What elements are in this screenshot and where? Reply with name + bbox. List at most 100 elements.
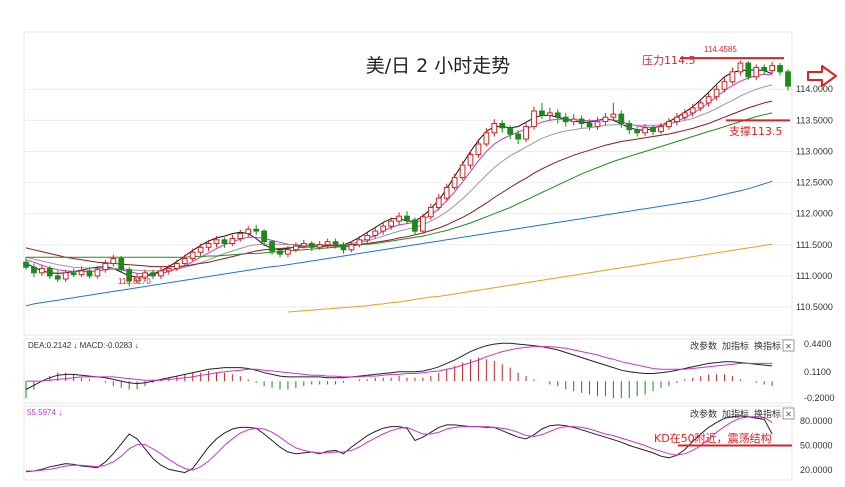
- candle-body: [785, 71, 791, 87]
- candle-body: [459, 164, 466, 179]
- candle: [753, 64, 760, 80]
- candle-body: [673, 116, 680, 123]
- moving-average-line: [25, 84, 773, 272]
- candle: [483, 127, 490, 147]
- candle: [292, 242, 299, 253]
- kd-close-button[interactable]: ✕: [782, 407, 795, 420]
- kd-tick-label: 20.0000: [800, 465, 833, 475]
- candle-body: [570, 118, 577, 123]
- candle-body: [586, 122, 593, 128]
- candle: [705, 92, 712, 107]
- candle: [491, 119, 498, 137]
- candle: [785, 69, 791, 91]
- kd-switch-indicator-button[interactable]: 换指标: [754, 408, 781, 420]
- candle-body: [396, 215, 402, 222]
- low-price-label: 110.8270: [118, 277, 151, 286]
- macd-dea-line: [26, 346, 773, 382]
- candle-body: [86, 270, 93, 277]
- candle: [46, 265, 53, 280]
- candle: [396, 212, 402, 225]
- kd-k-line: [25, 415, 773, 474]
- candle: [602, 112, 609, 126]
- candle: [388, 217, 395, 230]
- candle: [681, 109, 688, 121]
- price-tick-label: 113.0000: [796, 146, 833, 156]
- candle: [658, 122, 664, 135]
- candle: [269, 239, 275, 255]
- candle-body: [110, 257, 117, 264]
- macd-tick-label: 0.4400: [804, 339, 832, 349]
- candle-body: [142, 272, 148, 278]
- close-icon: ✕: [785, 342, 792, 351]
- candle: [277, 247, 283, 258]
- kd-add-indicator-button[interactable]: 加指标: [722, 408, 749, 420]
- candle-body: [261, 230, 268, 243]
- high-price-label: 114.4585: [704, 45, 737, 54]
- candle: [689, 104, 696, 117]
- candle-body: [554, 112, 561, 118]
- candle-body: [356, 239, 363, 246]
- macd-panel-frame: [23, 338, 793, 404]
- candle: [23, 257, 29, 270]
- candle-body: [158, 270, 164, 277]
- candle: [539, 102, 545, 120]
- candle-body: [292, 245, 299, 251]
- candle-body: [634, 129, 641, 134]
- candle-body: [102, 262, 109, 271]
- candle-body: [197, 246, 204, 253]
- candle-body: [642, 127, 649, 134]
- candle-body: [753, 66, 760, 78]
- kd-params-button[interactable]: 改参数: [690, 408, 717, 420]
- candle-body: [70, 272, 77, 276]
- candle: [499, 120, 506, 133]
- kd-axis-ticks: 80.0000 50.0000 20.0000: [800, 416, 833, 475]
- candle-body: [332, 241, 339, 246]
- candle: [419, 213, 426, 234]
- candle-body: [285, 249, 291, 255]
- macd-tick-label: -0.2000: [804, 393, 835, 403]
- candle: [245, 226, 252, 238]
- candle: [713, 85, 720, 101]
- macd-params-button[interactable]: 改参数: [690, 340, 717, 352]
- moving-average-line: [25, 100, 773, 268]
- candle-body: [54, 275, 61, 280]
- candle: [158, 267, 164, 280]
- candle: [364, 232, 371, 244]
- price-tick-label: 112.0000: [796, 209, 833, 219]
- support-label: 支撑113.5: [729, 124, 783, 138]
- candle: [570, 114, 577, 126]
- candle: [642, 124, 649, 136]
- candle-body: [427, 206, 434, 218]
- right-arrow-outline-icon: [807, 65, 837, 87]
- candle: [285, 246, 291, 258]
- candle-body: [658, 126, 664, 133]
- candle-body: [237, 233, 244, 240]
- macd-close-button[interactable]: ✕: [782, 339, 795, 352]
- macd-tick-label: 0.1100: [804, 367, 831, 377]
- candle: [531, 106, 537, 130]
- candle: [165, 264, 172, 275]
- macd-add-indicator-button[interactable]: 加指标: [722, 340, 749, 352]
- candle: [459, 161, 466, 181]
- candle: [777, 63, 783, 76]
- candle: [737, 60, 744, 76]
- candle: [515, 130, 522, 144]
- candle: [745, 61, 752, 80]
- candle-body: [316, 244, 323, 248]
- candle: [673, 112, 680, 126]
- candle-body: [23, 261, 29, 268]
- candle-body: [618, 113, 625, 124]
- candle-body: [388, 220, 395, 227]
- candle-body: [404, 215, 410, 221]
- kd-tick-label: 80.0000: [800, 416, 833, 426]
- candle: [31, 263, 37, 278]
- candle: [729, 67, 736, 85]
- candle: [300, 239, 307, 249]
- candle: [650, 125, 656, 136]
- candle: [221, 237, 228, 248]
- candle-body: [372, 230, 379, 236]
- macd-switch-indicator-button[interactable]: 换指标: [754, 340, 781, 352]
- candle: [102, 259, 109, 273]
- candle: [586, 119, 593, 131]
